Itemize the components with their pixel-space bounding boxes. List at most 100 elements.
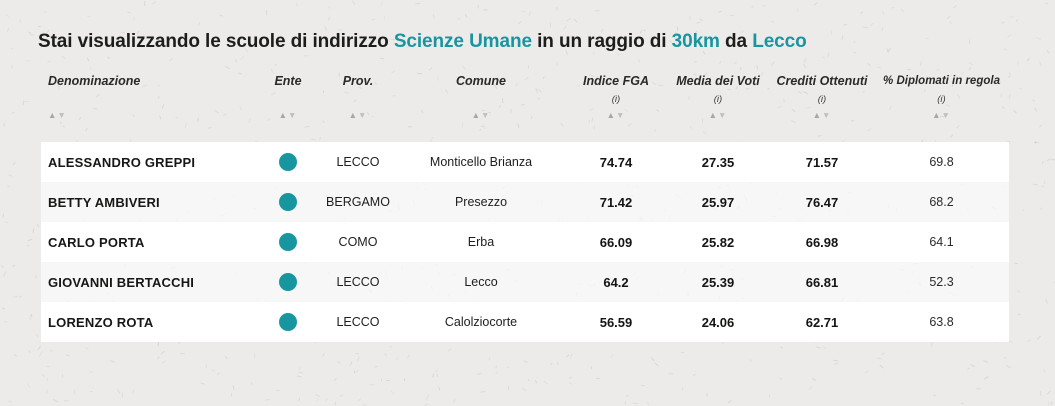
- ente-cell: [256, 232, 320, 251]
- info-icon[interactable]: (i): [611, 94, 621, 105]
- indice-fga-cell: 71.42: [599, 194, 633, 210]
- title-accent-text: Scienze Umane: [393, 31, 532, 52]
- crediti-cell: 71.57: [805, 154, 839, 170]
- sort-control[interactable]: ▲▼: [666, 111, 770, 120]
- schools-table: ALESSANDRO GREPPI LECCO Monticello Brian…: [41, 142, 1009, 342]
- sort-asc-icon[interactable]: ▲: [606, 110, 616, 120]
- column-header-label: Prov.: [342, 74, 374, 88]
- table-row[interactable]: CARLO PORTA COMO Erba 66.09 25.82 66.98 …: [41, 222, 1009, 262]
- crediti-cell: 76.47: [805, 194, 839, 210]
- column-header: Ente ▲▼: [256, 74, 320, 120]
- column-header: % Diplomati in regola (i) ▲▼: [874, 74, 1009, 120]
- table-row[interactable]: GIOVANNI BERTACCHI LECCO Lecco 64.2 25.3…: [41, 262, 1009, 302]
- column-header-label: Denominazione: [48, 74, 141, 88]
- column-header: Crediti Ottenuti (i) ▲▼: [770, 74, 874, 120]
- media-voti-cell: 25.39: [701, 274, 735, 290]
- title-accent-text: Lecco: [752, 31, 807, 52]
- ente-cell: [256, 192, 320, 211]
- diplomati-cell: 63.8: [929, 315, 954, 329]
- sort-desc-icon[interactable]: ▼: [57, 110, 67, 120]
- sort-asc-icon[interactable]: ▲: [278, 110, 288, 120]
- crediti-cell: 66.81: [805, 274, 839, 290]
- indice-fga-cell: 64.2: [603, 274, 629, 290]
- column-header: Prov. ▲▼: [320, 74, 396, 120]
- comune-cell: Erba: [467, 235, 495, 249]
- crediti-cell: 62.71: [805, 314, 839, 330]
- sort-desc-icon[interactable]: ▼: [822, 110, 832, 120]
- column-header: Indice FGA (i) ▲▼: [566, 74, 666, 120]
- media-voti-cell: 25.82: [701, 234, 735, 250]
- school-name: LORENZO ROTA: [48, 314, 154, 330]
- sort-desc-icon[interactable]: ▼: [288, 110, 298, 120]
- table-header-row: Denominazione ▲▼ Ente ▲▼ Prov. ▲▼ Comune…: [41, 74, 1009, 120]
- sort-control[interactable]: ▲▼: [320, 111, 396, 120]
- sort-desc-icon[interactable]: ▼: [481, 110, 491, 120]
- ente-dot-icon: [279, 232, 297, 251]
- ente-dot-icon: [279, 152, 297, 171]
- diplomati-cell: 52.3: [929, 275, 954, 289]
- column-header: Media dei Voti (i) ▲▼: [666, 74, 770, 120]
- sort-asc-icon[interactable]: ▲: [471, 110, 481, 120]
- indice-fga-cell: 56.59: [599, 314, 633, 330]
- column-header-label: % Diplomati in regola: [883, 75, 1000, 87]
- school-name: BETTY AMBIVERI: [48, 194, 160, 210]
- ente-cell: [256, 312, 320, 331]
- sort-control[interactable]: ▲▼: [770, 111, 874, 120]
- column-header-label: Indice FGA: [583, 74, 649, 88]
- diplomati-cell: 68.2: [929, 195, 954, 209]
- table-row[interactable]: ALESSANDRO GREPPI LECCO Monticello Brian…: [41, 142, 1009, 182]
- province-cell: LECCO: [336, 275, 380, 289]
- sort-desc-icon[interactable]: ▼: [358, 110, 368, 120]
- column-header: Denominazione ▲▼: [41, 74, 256, 120]
- province-cell: COMO: [338, 235, 378, 249]
- comune-cell: Presezzo: [454, 195, 508, 209]
- sort-asc-icon[interactable]: ▲: [812, 110, 822, 120]
- sort-control[interactable]: ▲▼: [48, 111, 256, 120]
- column-header-label: Media dei Voti: [676, 74, 760, 88]
- media-voti-cell: 25.97: [701, 194, 735, 210]
- column-header-label: Crediti Ottenuti: [776, 74, 868, 88]
- sort-asc-icon[interactable]: ▲: [348, 110, 358, 120]
- comune-cell: Lecco: [464, 275, 498, 289]
- title-accent-text: 30km: [671, 31, 720, 52]
- comune-cell: Calolziocorte: [444, 315, 518, 329]
- sort-desc-icon[interactable]: ▼: [718, 110, 728, 120]
- indice-fga-cell: 74.74: [599, 154, 633, 170]
- indice-fga-cell: 66.09: [599, 234, 633, 250]
- media-voti-cell: 27.35: [701, 154, 735, 170]
- info-icon[interactable]: (i): [817, 94, 827, 105]
- info-icon[interactable]: (i): [937, 94, 946, 105]
- school-name: CARLO PORTA: [48, 234, 145, 250]
- ente-dot-icon: [279, 272, 297, 291]
- sort-asc-icon[interactable]: ▲: [48, 110, 58, 120]
- table-row[interactable]: BETTY AMBIVERI BERGAMO Presezzo 71.42 25…: [41, 182, 1009, 222]
- sort-control[interactable]: ▲▼: [256, 111, 320, 120]
- province-cell: BERGAMO: [326, 195, 390, 209]
- media-voti-cell: 24.06: [701, 314, 735, 330]
- crediti-cell: 66.98: [805, 234, 839, 250]
- ente-cell: [256, 152, 320, 171]
- page-title: Stai visualizzando le scuole di indirizz…: [38, 31, 807, 53]
- ente-dot-icon: [279, 192, 297, 211]
- sort-asc-icon[interactable]: ▲: [708, 110, 718, 120]
- sort-desc-icon[interactable]: ▼: [941, 110, 951, 120]
- ente-cell: [256, 272, 320, 291]
- table-row[interactable]: LORENZO ROTA LECCO Calolziocorte 56.59 2…: [41, 302, 1009, 342]
- sort-control[interactable]: ▲▼: [874, 111, 1009, 120]
- sort-control[interactable]: ▲▼: [566, 111, 666, 120]
- diplomati-cell: 69.8: [929, 155, 954, 169]
- sort-desc-icon[interactable]: ▼: [616, 110, 626, 120]
- sort-asc-icon[interactable]: ▲: [932, 110, 942, 120]
- diplomati-cell: 64.1: [929, 235, 954, 249]
- title-text: in un raggio di: [531, 31, 672, 52]
- column-header: Comune ▲▼: [396, 74, 566, 120]
- comune-cell: Monticello Brianza: [429, 155, 533, 169]
- school-name: GIOVANNI BERTACCHI: [48, 274, 195, 290]
- info-icon[interactable]: (i): [713, 94, 723, 105]
- school-name: ALESSANDRO GREPPI: [48, 154, 196, 170]
- column-header-label: Ente: [274, 74, 302, 88]
- title-text: Stai visualizzando le scuole di indirizz…: [38, 31, 394, 52]
- sort-control[interactable]: ▲▼: [396, 111, 566, 120]
- ente-dot-icon: [279, 312, 297, 331]
